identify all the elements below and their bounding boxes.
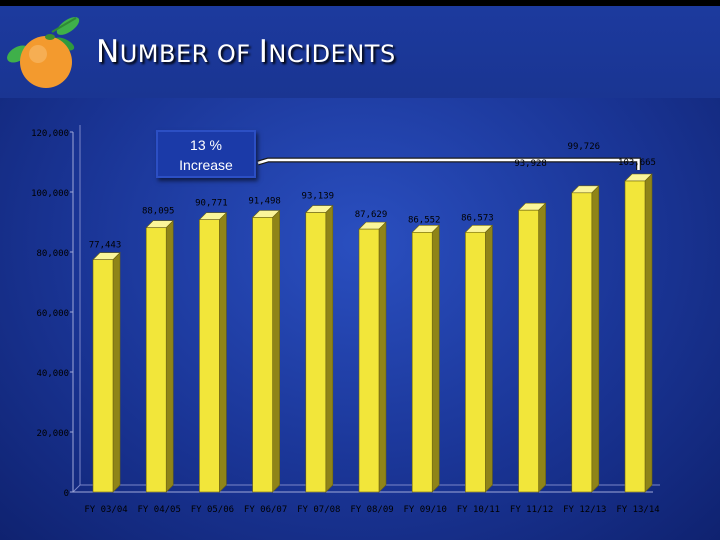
- x-tick-label: FY 07/08: [297, 505, 340, 515]
- bar-value-label: 77,443: [89, 241, 122, 251]
- x-tick-label: FY 06/07: [244, 505, 287, 515]
- increase-callout: 13 % Increase: [156, 130, 256, 178]
- bar: [517, 202, 547, 493]
- bar: [92, 251, 121, 493]
- x-tick-label: FY 12/13: [563, 505, 606, 515]
- bar-value-label: 87,629: [355, 210, 388, 220]
- y-tick-label: 80,000: [36, 249, 69, 259]
- bar-face: [624, 180, 646, 493]
- x-tick-label: FY 04/05: [138, 505, 181, 515]
- bar-value-label: 86,573: [461, 213, 494, 223]
- bar: [571, 185, 600, 493]
- callout-connector-shadow: [257, 157, 641, 171]
- x-tick-label: FY 03/04: [84, 505, 127, 515]
- bar-face: [305, 212, 327, 493]
- bar-value-label: 91,498: [248, 197, 281, 207]
- y-tick-label: 20,000: [36, 429, 69, 439]
- bar-side: [591, 185, 600, 493]
- y-tick-label: 120,000: [31, 129, 69, 139]
- y-tick-label: 100,000: [31, 189, 69, 199]
- bar-face: [145, 227, 167, 493]
- bar-side: [325, 204, 334, 493]
- callout-connector: [257, 158, 640, 171]
- callout-text: Increase: [179, 157, 233, 173]
- bar-value-label: 86,552: [408, 215, 441, 225]
- callout-percent: 13 %: [190, 137, 222, 153]
- bar: [145, 219, 174, 493]
- bar: [464, 224, 494, 493]
- bar-value-label: 93,139: [302, 192, 335, 202]
- bar-side: [485, 224, 493, 493]
- y-tick-label: 40,000: [36, 369, 69, 379]
- x-tick-label: FY 08/09: [350, 505, 393, 515]
- bar-face: [411, 232, 433, 493]
- y-tick-label: 60,000: [36, 309, 69, 319]
- x-tick-label: FY 11/12: [510, 505, 553, 515]
- bar-face: [518, 209, 539, 493]
- bar-side: [165, 219, 174, 493]
- bar-side: [272, 209, 280, 493]
- bar-face: [199, 219, 220, 493]
- x-tick-label: FY 13/14: [616, 505, 659, 515]
- y-tick-label: 0: [64, 489, 69, 499]
- bar: [411, 224, 440, 493]
- top-strip: [0, 0, 720, 6]
- floor-edge: [72, 484, 81, 493]
- bar-side: [112, 251, 121, 493]
- bar-side: [644, 173, 653, 493]
- bar-face: [465, 231, 486, 493]
- bar: [624, 173, 653, 493]
- orange-logo-icon: [7, 17, 80, 88]
- title-band: [0, 6, 720, 98]
- bar-value-label: 103,665: [618, 158, 656, 168]
- bar-face: [571, 192, 593, 493]
- bar: [305, 204, 334, 493]
- bar-face: [92, 259, 114, 493]
- bar-side: [538, 202, 546, 493]
- bar-value-label: 88,095: [142, 207, 175, 217]
- bar-side: [219, 211, 227, 493]
- bar: [198, 211, 228, 493]
- x-tick-label: FY 10/11: [457, 505, 500, 515]
- bar-face: [252, 217, 273, 493]
- page-title: NUMBER OF INCIDENTS: [96, 34, 396, 70]
- bar: [358, 221, 387, 493]
- bar-side: [431, 224, 440, 493]
- bar-value-label: 90,771: [195, 199, 228, 209]
- bar-face: [358, 228, 380, 493]
- x-tick-label: FY 05/06: [191, 505, 234, 515]
- bar-side: [378, 221, 387, 493]
- bar: [251, 209, 281, 493]
- x-tick-label: FY 09/10: [404, 505, 447, 515]
- bar-value-label: 99,726: [568, 142, 601, 152]
- bar-value-label: 93,928: [514, 159, 547, 169]
